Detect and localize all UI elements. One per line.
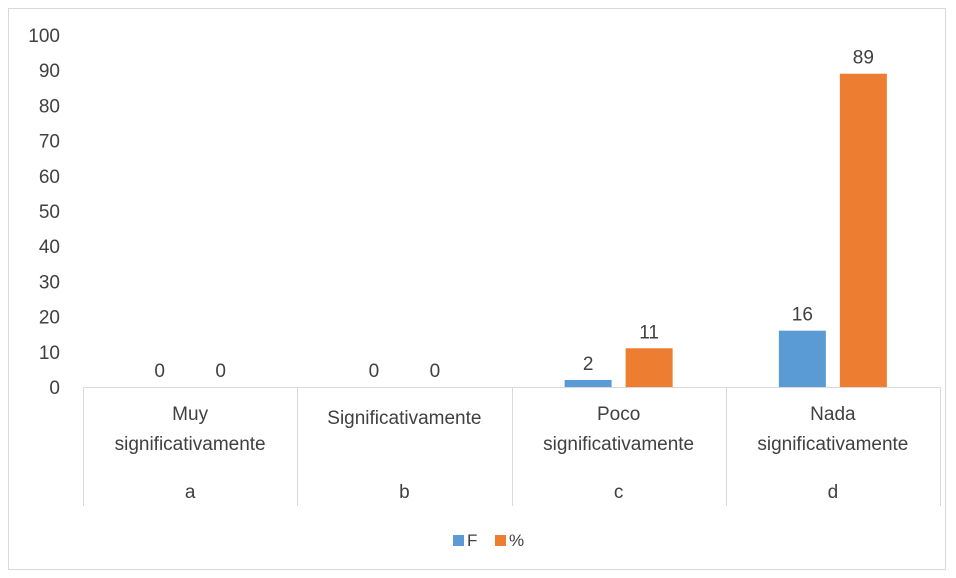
data-label-pct-a: 0: [215, 361, 226, 382]
data-label-f-b: 0: [369, 361, 380, 382]
category-label-c-line-0: Poco: [597, 404, 640, 425]
category-label-d-line-1: significativamente: [757, 434, 908, 455]
category-label-a-line-0: Muy: [172, 404, 208, 425]
category-group-c: c: [614, 482, 624, 503]
data-label-f-a: 0: [154, 361, 165, 382]
legend: F%: [453, 531, 524, 550]
y-tick-label-0: 0: [49, 378, 60, 399]
data-label-pct-d: 89: [853, 48, 874, 69]
data-label-pct-c: 11: [639, 322, 659, 343]
data-label-f-d: 16: [792, 305, 813, 326]
y-tick-label-1: 10: [39, 343, 60, 364]
category-group-b: b: [399, 482, 410, 503]
bar-pct-d: [839, 73, 887, 387]
category-label-d-line-0: Nada: [810, 404, 856, 425]
bars: [564, 73, 887, 387]
category-group-d: d: [828, 482, 839, 503]
bar-f-c: [564, 379, 612, 387]
chart-frame: [8, 8, 946, 570]
y-axis-ticks: 0 10 20 30 40 50 60 70 80 90 100: [28, 26, 60, 399]
category-label-a-line-1: significativamente: [115, 434, 266, 455]
x-axis: Muy significativamente a Significativamente…: [83, 387, 941, 506]
y-tick-label-4: 40: [39, 237, 60, 258]
y-tick-label-6: 60: [39, 167, 60, 188]
data-label-pct-b: 0: [430, 361, 441, 382]
legend-label-f: F: [467, 531, 477, 550]
y-tick-label-3: 30: [39, 272, 60, 293]
legend-swatch-pct: [495, 535, 506, 546]
legend-label-pct: %: [509, 531, 524, 550]
bar-pct-c: [625, 348, 673, 387]
legend-swatch-f: [453, 535, 464, 546]
y-tick-label-9: 90: [39, 61, 60, 82]
data-labels: 0 0 0 0 2 11 16 89: [154, 48, 874, 382]
y-tick-label-7: 70: [39, 132, 60, 153]
bar-f-d: [778, 330, 826, 387]
y-tick-label-5: 50: [39, 202, 60, 223]
data-label-f-c: 2: [583, 354, 594, 375]
y-tick-label-8: 80: [39, 96, 60, 117]
y-tick-label-10: 100: [28, 26, 60, 47]
category-label-c-line-1: significativamente: [543, 434, 694, 455]
category-group-a: a: [185, 482, 196, 503]
category-label-b-line-0: Significativamente: [327, 408, 481, 429]
y-tick-label-2: 20: [39, 308, 60, 329]
